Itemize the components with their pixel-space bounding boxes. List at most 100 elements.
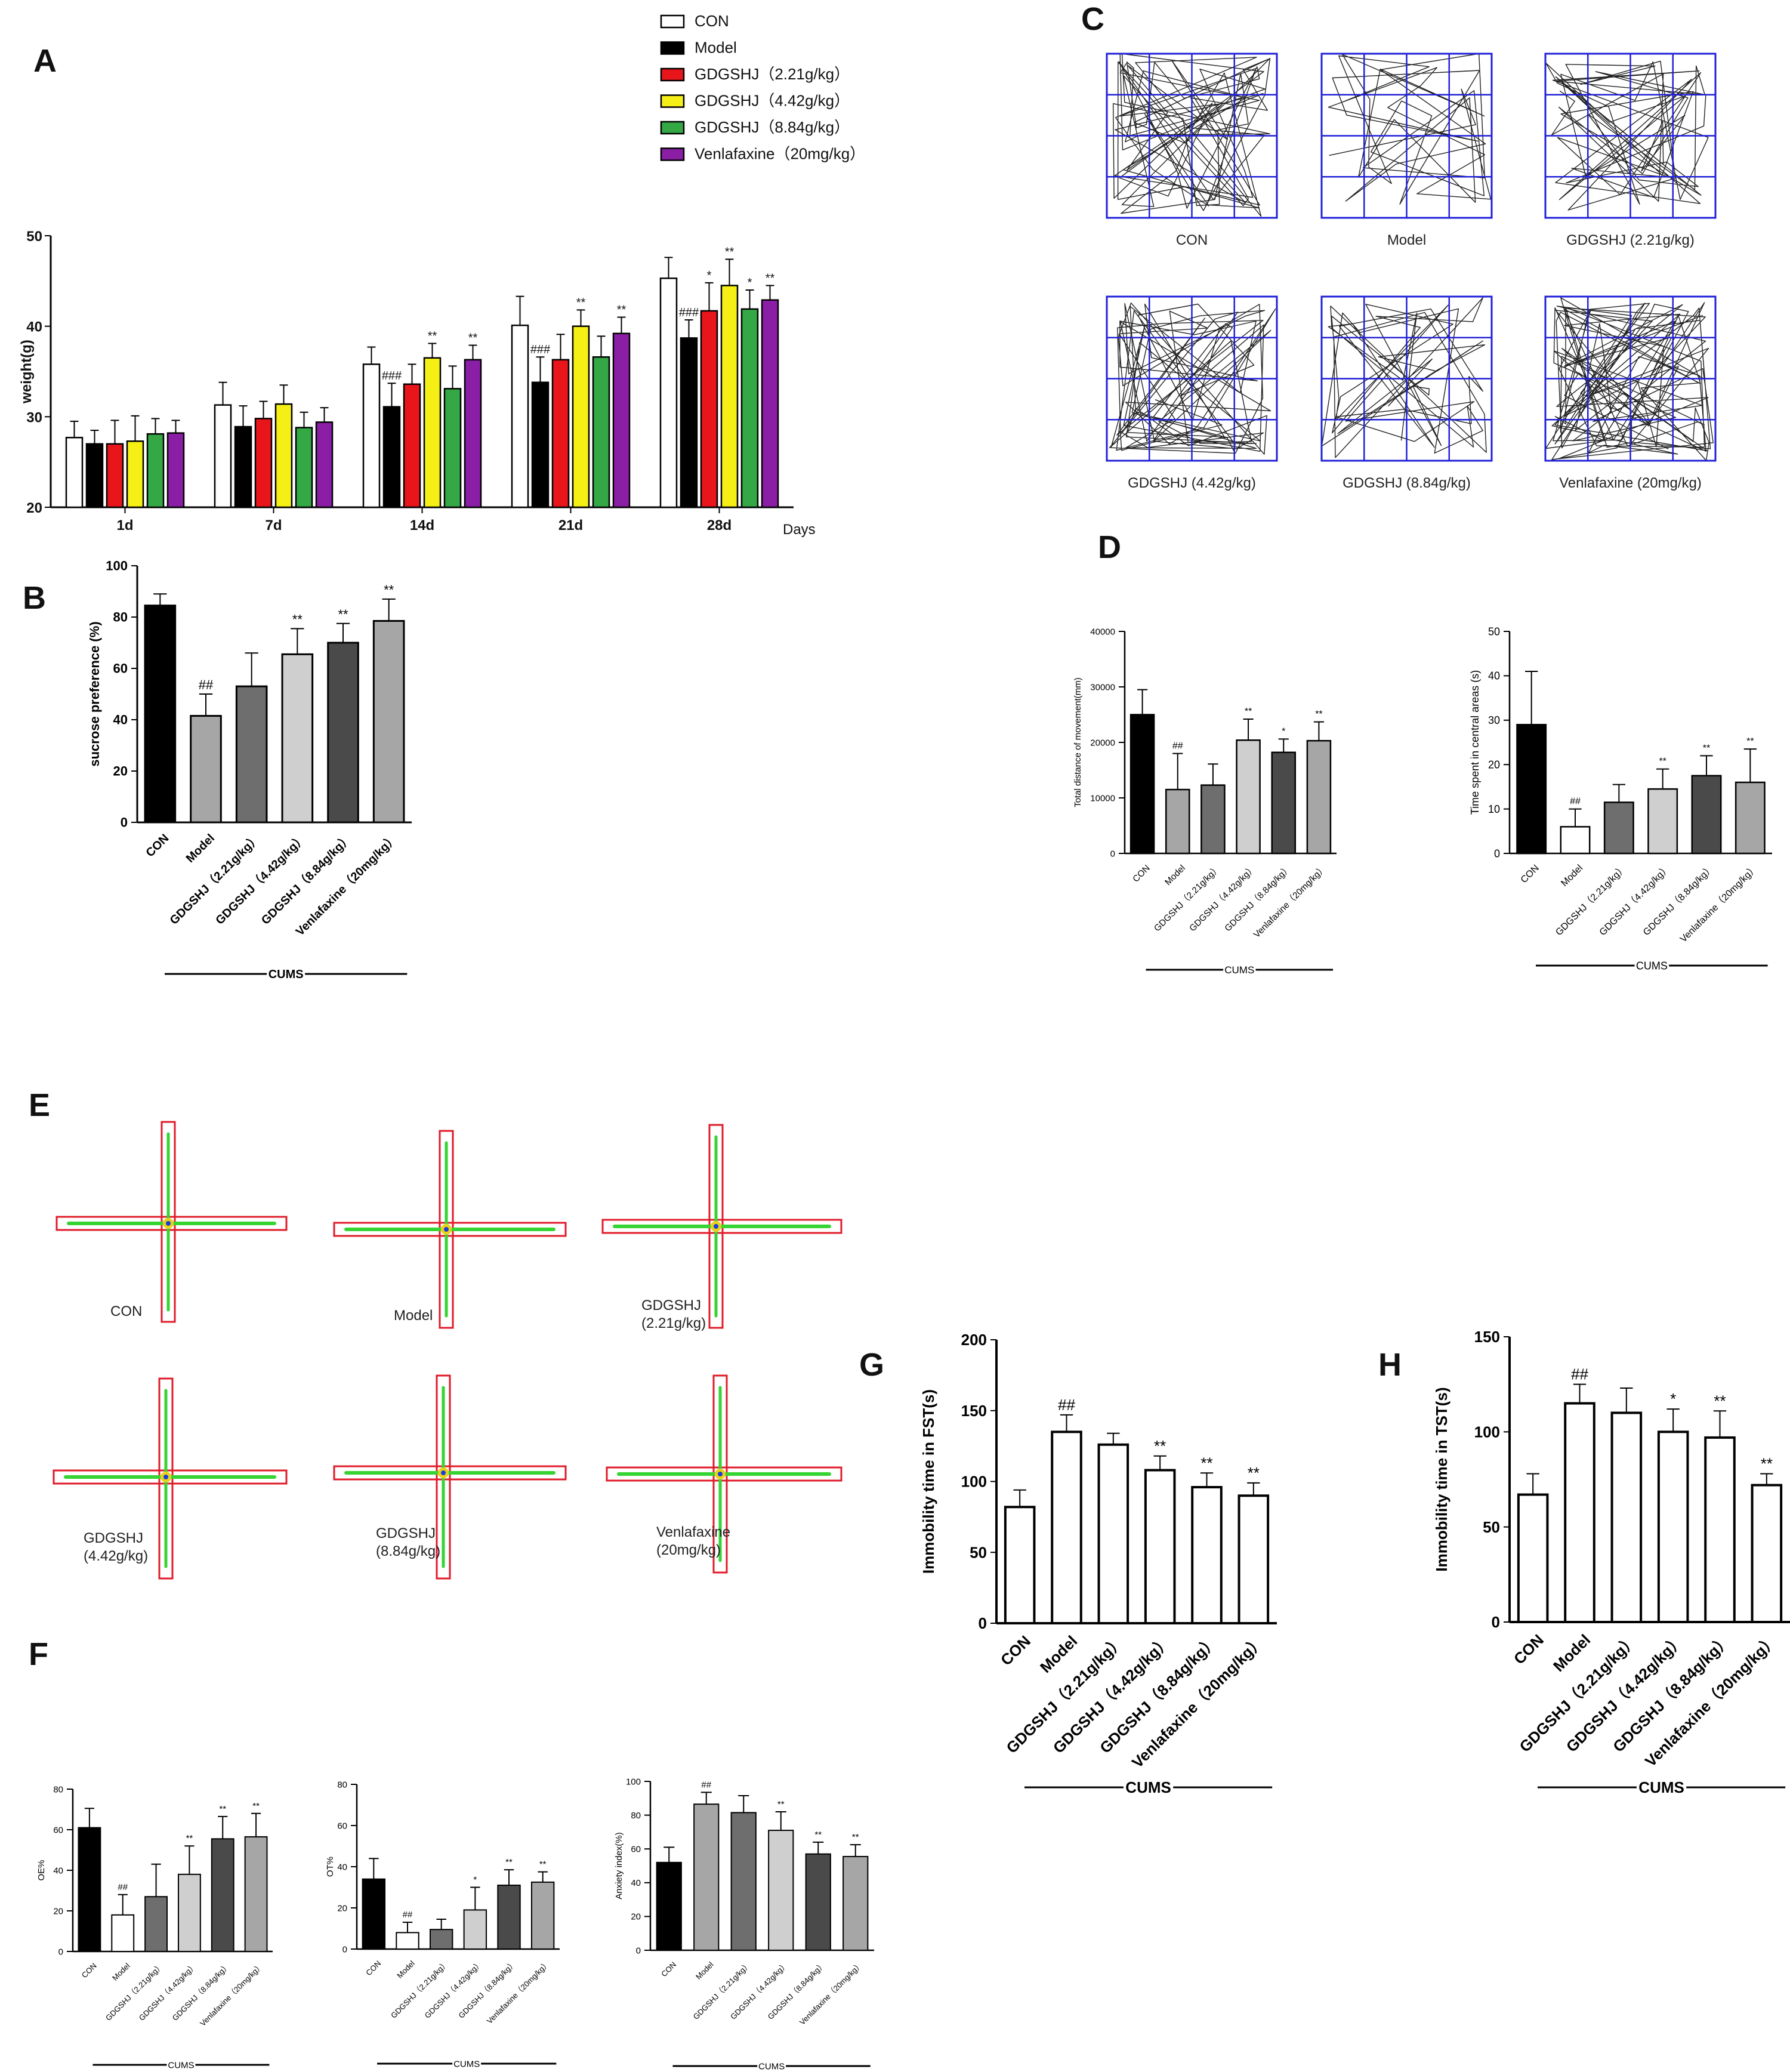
- significance-label: **: [468, 332, 478, 345]
- category-label: GDGSHJ（4.42g/kg）: [423, 1959, 484, 2020]
- x-axis-label: Days: [783, 522, 816, 538]
- bar: [842, 1855, 869, 1951]
- bar: [659, 278, 678, 508]
- category-label: 28d: [707, 517, 732, 534]
- bar: [1097, 1443, 1129, 1624]
- bar: [1271, 751, 1297, 855]
- category-label: Model: [110, 1961, 132, 1982]
- y-tick-label: 40: [631, 1878, 641, 1888]
- bar: [1306, 739, 1332, 855]
- significance-label: **: [1714, 1392, 1726, 1410]
- y-tick-label: 40: [337, 1862, 347, 1872]
- track-plot-icon: [1320, 53, 1493, 219]
- maze-caption: (20mg/kg): [656, 1542, 721, 1558]
- category-label: Venlafaxine（20mg/kg）: [798, 1960, 865, 2027]
- significance-label: **: [1659, 757, 1666, 767]
- significance-label: **: [617, 304, 626, 317]
- bar: [768, 1830, 794, 1951]
- y-tick-label: 80: [113, 610, 128, 625]
- significance-label: ###: [530, 343, 551, 356]
- y-axis-label: Anxiety index(%): [614, 1832, 624, 1900]
- y-tick-label: 60: [113, 661, 128, 676]
- bar: [680, 337, 698, 508]
- bar: [144, 605, 177, 824]
- maze-caption: (8.84g/kg): [376, 1543, 440, 1559]
- bar: [1691, 775, 1722, 855]
- maze-caption: Model: [394, 1308, 433, 1324]
- panel-label-C: C: [1081, 1, 1104, 37]
- category-label: GDGSHJ（2.21g/kg）: [389, 1959, 450, 2020]
- maze-arm: [333, 1222, 567, 1237]
- category-label: GDGSHJ（8.84g/kg）: [456, 1959, 518, 2020]
- y-axis-label: OT%: [325, 1857, 335, 1877]
- category-label: CON: [997, 1632, 1034, 1669]
- plus-maze-tracks: CON ModelGDGSHJ(2.21g/kg)GDGSHJ(4.42g/kg)…: [53, 1121, 842, 1580]
- category-label: GDGSHJ（2.21g/kg）: [1152, 863, 1223, 933]
- group-label: CUMS: [1224, 964, 1254, 976]
- bar: [1735, 781, 1766, 855]
- bar: [612, 332, 631, 508]
- category-label: 1d: [116, 517, 133, 534]
- y-tick-label: 20000: [1090, 738, 1115, 748]
- chart-total-distance: 0 10000 20000 30000 40000 Total distance of m…: [1073, 627, 1337, 976]
- track-caption: GDGSHJ (4.42g/kg): [1128, 475, 1256, 491]
- significance-label: **: [766, 272, 775, 285]
- y-tick-label: 20: [631, 1912, 641, 1922]
- bar: [530, 1881, 555, 1950]
- category-label: Model: [1036, 1632, 1081, 1676]
- bar: [166, 432, 185, 508]
- category-label: GDGSHJ（8.84g/kg）: [1223, 863, 1293, 933]
- track-caption: Venlafaxine (20mg/kg): [1559, 475, 1702, 491]
- y-tick-label: 20: [113, 764, 128, 779]
- y-tick-label: 200: [961, 1331, 987, 1349]
- bar: [1560, 826, 1591, 855]
- legend-swatch: [660, 94, 685, 108]
- y-tick-label: 20: [1488, 759, 1500, 771]
- bar: [295, 427, 313, 508]
- track-caption: GDGSHJ (2.21g/kg): [1566, 232, 1695, 248]
- y-tick-label: 0: [1492, 1613, 1500, 1631]
- category-label: 14d: [410, 517, 434, 534]
- group-label: CUMS: [758, 2061, 785, 2071]
- open-field-tracks: CON Model GDGSHJ (2.21g/kg) GDGSHJ (4.42g/k…: [1106, 53, 1717, 491]
- significance-label: ###: [679, 306, 699, 319]
- bar: [531, 381, 550, 508]
- y-tick-label: 50: [1488, 625, 1500, 637]
- bar: [1610, 1411, 1643, 1623]
- y-tick-label: 0: [1110, 849, 1115, 859]
- bar: [1517, 1493, 1549, 1624]
- bar: [78, 1827, 101, 1953]
- maze-caption: GDGSHJ: [84, 1530, 143, 1546]
- significance-label: **: [725, 245, 734, 258]
- significance-label: *: [748, 276, 752, 289]
- panel-label-D: D: [1098, 529, 1121, 565]
- legend-label: CON: [695, 12, 729, 30]
- bar: [1144, 1469, 1176, 1624]
- significance-label: ##: [1172, 741, 1183, 751]
- significance-label: **: [428, 329, 437, 343]
- y-tick-label: 20: [26, 500, 42, 516]
- plus-maze-icon: [55, 1121, 288, 1323]
- y-tick-label: 0: [979, 1614, 987, 1632]
- significance-label: **: [1200, 1454, 1212, 1472]
- y-tick-label: 60: [631, 1844, 641, 1854]
- bar: [1647, 788, 1678, 855]
- significance-label: **: [1703, 743, 1710, 753]
- bar: [396, 1932, 419, 1950]
- bar: [720, 285, 739, 508]
- bar: [372, 619, 405, 824]
- bar: [177, 1873, 201, 1953]
- y-axis-label: Time spent in central areas (s): [1469, 670, 1481, 815]
- bar: [190, 715, 222, 824]
- plus-maze-icon: [333, 1374, 567, 1580]
- category-label: GDGSHJ（2.21g/kg）: [167, 831, 263, 927]
- significance-label: ##: [199, 677, 214, 692]
- track-path: [1545, 297, 1714, 461]
- track-plot-icon: [1106, 295, 1278, 462]
- category-label: GDGSHJ（8.84g/kg）: [258, 831, 354, 927]
- bar: [274, 403, 293, 508]
- category-label: GDGSHJ（4.42g/kg）: [213, 831, 309, 927]
